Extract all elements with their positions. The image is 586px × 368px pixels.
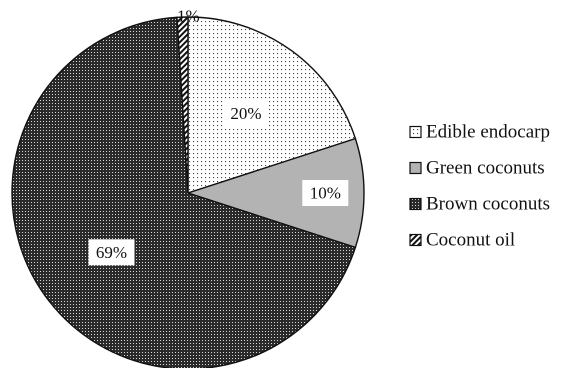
legend-swatch-coconut-oil [409,233,422,247]
pie-labels: 20% 10% 69% 1% [88,7,349,266]
pie-slice-green-coconuts [185,137,365,249]
slice-label-green-coconuts: 10% [310,184,341,203]
pie-slice-brown-coconuts [11,16,357,368]
pie-slice-coconut-oil [176,16,189,194]
legend-swatch-brown-coconuts [409,197,422,211]
slice-label-edible-endocarp: 20% [230,104,261,123]
pie-slice-edible-endocarp [187,16,357,194]
slice-label-box-green-coconuts [302,180,349,206]
legend-label-green-coconuts: Green coconuts [426,158,545,179]
pie-slices [11,16,365,368]
slice-label-coconut-oil: 1% [177,7,200,26]
slice-label-brown-coconuts: 69% [96,243,127,262]
legend-label-edible-endocarp: Edible endocarp [426,122,550,143]
slice-label-box-edible-endocarp [222,100,269,127]
legend-label-brown-coconuts: Brown coconuts [426,194,550,215]
legend-label-coconut-oil: Coconut oil [426,230,515,251]
legend: Edible endocarp Green coconuts Brown cocon… [409,122,550,251]
legend-swatch-green-coconuts [409,161,422,175]
legend-swatch-edible-endocarp [409,125,422,139]
slice-label-box-brown-coconuts [88,239,135,266]
